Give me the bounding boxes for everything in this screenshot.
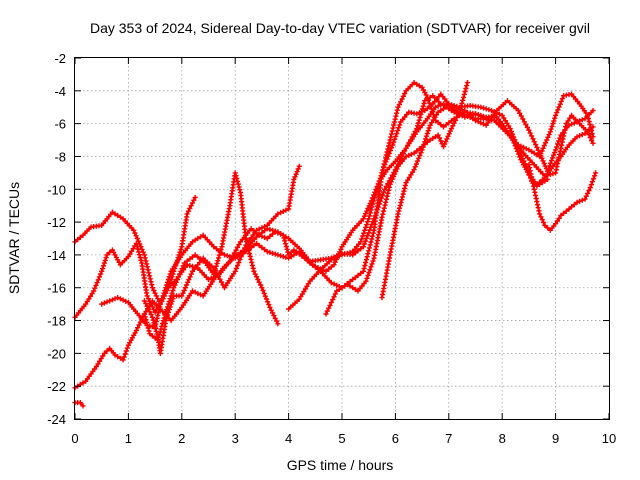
series-trace-4 [141,170,281,343]
y-tick-label: -16 [47,281,66,296]
y-tick-label: -10 [47,182,66,197]
y-axis-label: SDTVAR / TECUs [6,182,22,294]
series-line [100,92,595,329]
series-markers [286,91,551,312]
series-line [143,165,301,355]
series-trace-5 [141,163,302,356]
x-tick-label: 0 [71,431,78,446]
y-tick-label: -20 [47,346,66,361]
chart-title: Day 353 of 2024, Sidereal Day-to-day VTE… [90,20,590,36]
y-tick-label: -8 [54,149,66,164]
x-tick-label: 7 [445,431,452,446]
y-tick-label: -22 [47,379,66,394]
series-trace-1 [72,194,198,307]
x-tick-label: 9 [552,431,559,446]
plot-frame [74,57,610,420]
y-tick-label: -6 [54,117,66,132]
x-tick-label: 3 [232,431,239,446]
series-trace-9 [286,91,551,312]
data-series [72,80,599,409]
x-tick-label: 6 [392,431,399,446]
x-axis-label: GPS time / hours [287,457,394,473]
y-tick-label: -12 [47,215,66,230]
x-tick-label: 8 [499,431,506,446]
x-tick-label: 1 [125,431,132,446]
x-tick-label: 5 [338,431,345,446]
x-tick-label: 2 [178,431,185,446]
grid-lines [75,58,609,419]
y-tick-label: -4 [54,84,66,99]
x-tick-label: 10 [602,431,616,446]
series-markers [141,170,281,343]
x-tick-label: 4 [285,431,292,446]
series-trace-10 [526,162,599,233]
series-markers [526,162,599,233]
axis-ticks: 0 1 2 3 4 5 6 7 8 9 10 -2 -4 -6 -8 -10 -12 -14 -16 -18 -20 -2… [47,51,616,446]
y-tick-label: -24 [47,412,66,427]
y-tick-label: -18 [47,314,66,329]
y-tick-label: -2 [54,51,66,66]
y-tick-label: -14 [47,248,66,263]
series-markers [141,163,302,356]
series-markers [72,194,198,307]
